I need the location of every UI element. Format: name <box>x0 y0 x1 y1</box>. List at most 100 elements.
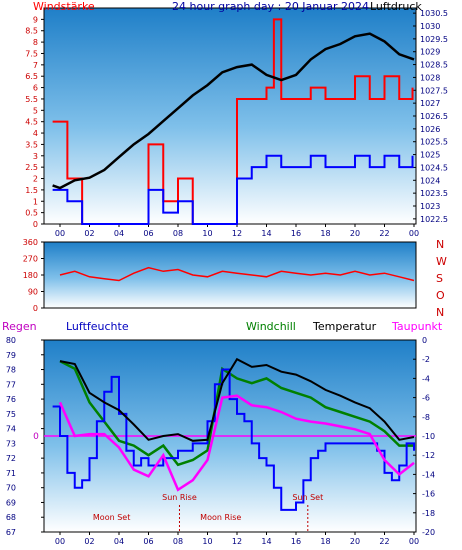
wind-direction-series <box>59 266 415 282</box>
temperature-tick-label: -2 <box>422 355 430 364</box>
wind-direction-tick-label: 270 <box>23 255 38 264</box>
temperature-tick-label: 0 <box>422 336 427 345</box>
pressure-tick-label: 1027.5 <box>420 86 448 95</box>
graph-title: 24 hour graph day : 20 Januar 2024 <box>172 0 369 13</box>
wind-strength-tick-label: 1.5 <box>25 186 38 195</box>
humidity-tick-label: 77 <box>6 380 16 389</box>
temperature-tick-label: -12 <box>422 451 435 460</box>
temperature-humidity-panel: Regen Luftfeuchte Windchill Temperatur T… <box>2 320 443 546</box>
pressure-tick-label: 1030.5 <box>420 9 448 18</box>
wind-pressure-panel: Windstärke 24 hour graph day : 20 Januar… <box>25 0 448 238</box>
humidity-tick-label: 75 <box>6 410 16 419</box>
pressure-tick-label: 1024 <box>420 176 440 185</box>
temperature-x-tick-label: 12 <box>232 537 242 546</box>
humidity-axis: 67 68 69 70 71 72 73 74 75 76 77 78 79 80 <box>6 336 44 537</box>
wind-pressure-x-tick-label: 02 <box>84 229 94 238</box>
pressure-series <box>52 32 415 190</box>
humidity-series <box>52 368 415 511</box>
wind-strength-tick-label: 5 <box>33 106 38 115</box>
temperature-x-tick-label: 06 <box>143 537 153 546</box>
wind-strength-tick-label: 0.5 <box>25 209 38 218</box>
wind-pressure-x-tick-label: 12 <box>232 229 242 238</box>
humidity-tick-label: 74 <box>6 425 16 434</box>
wind-direction-degree-axis: 0 90 180 270 360 <box>23 238 44 313</box>
temperature-humidity-series: 0 <box>33 357 416 511</box>
pressure-tick-label: 1029 <box>420 48 440 57</box>
temperature-x-tick-label: 02 <box>84 537 94 546</box>
temperature-tick-label: -8 <box>422 413 430 422</box>
wind-pressure-x-tick-label: 10 <box>202 229 212 238</box>
humidity-tick-label: 76 <box>6 395 16 404</box>
temperature-label: Temperatur <box>312 320 377 333</box>
windchill-series <box>59 359 414 467</box>
humidity-tick-label: 80 <box>6 336 16 345</box>
wind-strength-tick-label: 4 <box>33 129 38 138</box>
temperature-x-tick-label: 08 <box>173 537 183 546</box>
humidity-tick-label: 69 <box>6 498 16 507</box>
wind-pressure-series <box>52 18 415 225</box>
temperature-tick-label: -20 <box>422 528 435 537</box>
dewpoint-label: Taupunkt <box>391 320 443 333</box>
wind-direction-plot-area <box>43 241 417 309</box>
pressure-tick-label: 1026.5 <box>420 112 448 121</box>
wind-pressure-x-tick-label: 06 <box>143 229 153 238</box>
wind-pressure-x-tick-label: 08 <box>173 229 183 238</box>
wind-direction-tick-label: 90 <box>28 288 38 297</box>
wind-strength-tick-label: 0 <box>33 220 38 229</box>
wind-pressure-x-tick-label: 16 <box>291 229 301 238</box>
wind-direction-tick-label: 360 <box>23 238 38 247</box>
compass-letter: O <box>436 289 445 302</box>
wind-pressure-x-tick-label: 14 <box>261 229 271 238</box>
wind-strength-tick-label: 3 <box>33 152 38 161</box>
pressure-tick-label: 1030 <box>420 22 440 31</box>
wind-direction-tick-label: 180 <box>23 271 38 280</box>
temperature-series <box>59 357 415 442</box>
temperature-axis: 0 -2 -4 -6 -8 -10 -12 -14 -16 -18 -20 <box>413 336 435 537</box>
wind-strength-tick-label: 2.5 <box>25 163 38 172</box>
astro-annotations: Sun Rise Sun Set Moon Set Moon Rise <box>93 493 323 532</box>
wind-strength-tick-label: 3.5 <box>25 140 38 149</box>
temperature-x-tick-label: 00 <box>409 537 419 546</box>
pressure-tick-label: 1024.5 <box>420 163 448 172</box>
temperature-x-tick-label: 04 <box>114 537 124 546</box>
wind-pressure-x-tick-label: 00 <box>409 229 419 238</box>
wind-pressure-x-tick-label: 22 <box>379 229 389 238</box>
wind-strength-tick-label: 2 <box>33 175 38 184</box>
compass-letter: S <box>436 272 443 285</box>
temperature-tick-label: -10 <box>422 432 435 441</box>
wind-direction-tick-label: 0 <box>33 304 38 313</box>
pressure-tick-label: 1025.5 <box>420 138 448 147</box>
wind-pressure-time-axis: 00 02 04 06 08 10 12 14 16 18 20 22 00 <box>55 224 419 238</box>
temperature-x-tick-label: 18 <box>320 537 330 546</box>
compass-letter: N <box>436 306 444 319</box>
pressure-tick-label: 1023.5 <box>420 189 448 198</box>
compass-letter: W <box>436 255 447 268</box>
rain-zero-label: 0 <box>33 432 39 442</box>
dewpoint-series <box>58 394 415 492</box>
humidity-tick-label: 78 <box>6 366 16 375</box>
wind-strength-tick-label: 8.5 <box>25 27 38 36</box>
temperature-x-tick-label: 00 <box>55 537 65 546</box>
pressure-tick-label: 1028.5 <box>420 61 448 70</box>
humidity-tick-label: 73 <box>6 439 16 448</box>
wind-strength-tick-label: 6 <box>33 84 38 93</box>
wind-pressure-x-tick-label: 04 <box>114 229 124 238</box>
wind-strength-label: Windstärke <box>33 0 95 13</box>
humidity-tick-label: 70 <box>6 484 16 493</box>
temperature-x-tick-label: 10 <box>202 537 212 546</box>
temperature-tick-label: -6 <box>422 394 430 403</box>
wind-pressure-x-tick-label: 00 <box>55 229 65 238</box>
temperature-time-axis: 00 02 04 06 08 10 12 14 16 18 20 22 00 <box>55 532 419 546</box>
windchill-label: Windchill <box>246 320 296 333</box>
temperature-tick-label: -14 <box>422 470 435 479</box>
pressure-tick-label: 1027 <box>420 99 440 108</box>
wind-strength-tick-label: 5.5 <box>25 95 38 104</box>
moon-rise-label: Moon Rise <box>200 513 241 522</box>
temperature-tick-label: -16 <box>422 490 435 499</box>
wind-pressure-x-tick-label: 18 <box>320 229 330 238</box>
humidity-tick-label: 68 <box>6 513 16 522</box>
wind-strength-tick-label: 9 <box>33 15 38 24</box>
wind-average-series <box>52 154 414 225</box>
